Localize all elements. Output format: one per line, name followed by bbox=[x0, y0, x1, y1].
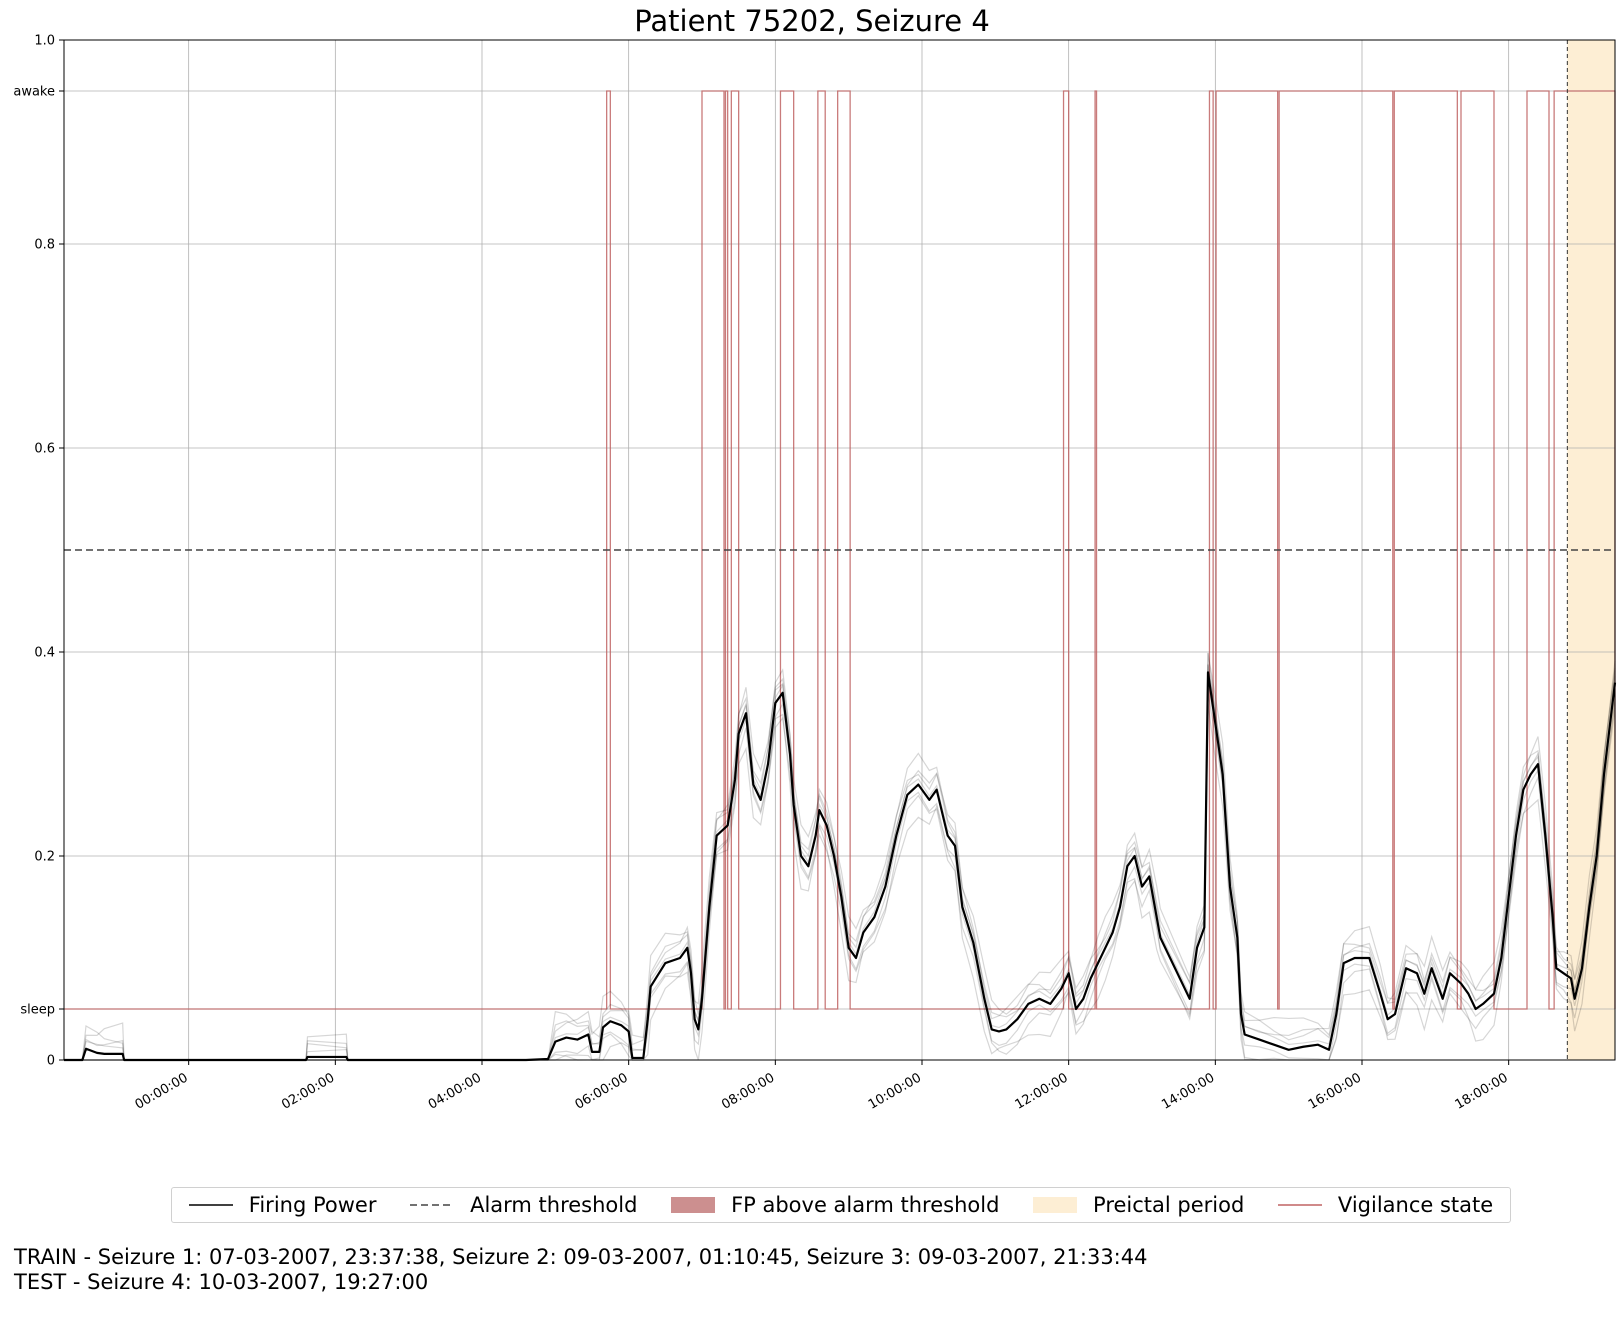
x-tick-label-4: 08:00:00 bbox=[719, 1070, 777, 1112]
x-tick-label-2: 04:00:00 bbox=[426, 1070, 484, 1112]
legend-item-alarm-threshold: Alarm threshold bbox=[410, 1193, 637, 1217]
firing-power-ensemble-3 bbox=[64, 653, 1616, 1061]
y-tick-label-7: 1.0 bbox=[34, 34, 55, 49]
legend-label-fp-above: FP above alarm threshold bbox=[731, 1193, 1000, 1217]
legend-label-alarm-threshold: Alarm threshold bbox=[470, 1193, 638, 1217]
y-tick-label-4: 0.6 bbox=[34, 442, 55, 457]
legend: Firing Power Alarm threshold FP above al… bbox=[171, 1187, 1511, 1223]
y-tick-label-0: 0 bbox=[47, 1054, 55, 1069]
vigilance-layer bbox=[64, 90, 1616, 1010]
vigilance-state-line bbox=[64, 90, 1616, 1010]
legend-item-firing-power: Firing Power bbox=[188, 1193, 377, 1217]
x-tick-label-1: 02:00:00 bbox=[279, 1070, 337, 1112]
x-tick-label-3: 06:00:00 bbox=[573, 1070, 631, 1112]
x-axis-ticks: 00:00:00 02:00:00 04:00:00 06:00:00 08:00:00… bbox=[133, 1060, 1511, 1113]
firing-power-ensemble-5 bbox=[64, 663, 1616, 1061]
chart-title: Patient 75202, Seizure 4 bbox=[634, 4, 990, 38]
footer-test: TEST - Seizure 4: 10-03-2007, 19:27:00 bbox=[14, 1270, 429, 1294]
y-tick-label-2: 0.2 bbox=[34, 850, 55, 865]
legend-swatch-firing-power bbox=[188, 1204, 233, 1206]
y-tick-label-1: sleep bbox=[20, 1003, 55, 1018]
x-tick-label-0: 00:00:00 bbox=[133, 1070, 191, 1112]
legend-label-firing-power: Firing Power bbox=[248, 1193, 377, 1217]
fp-layer bbox=[64, 671, 1617, 1062]
x-tick-label-6: 12:00:00 bbox=[1013, 1070, 1071, 1112]
firing-power-ensemble-6 bbox=[64, 652, 1616, 1061]
legend-item-vigilance: Vigilance state bbox=[1277, 1193, 1494, 1217]
x-tick-label-8: 16:00:00 bbox=[1306, 1070, 1364, 1112]
x-tick-label-9: 18:00:00 bbox=[1453, 1070, 1511, 1112]
x-tick-label-5: 10:00:00 bbox=[866, 1070, 924, 1112]
legend-item-preictal: Preictal period bbox=[1033, 1193, 1244, 1217]
legend-item-fp-above: FP above alarm threshold bbox=[671, 1193, 999, 1217]
legend-swatch-alarm-threshold bbox=[410, 1204, 455, 1206]
legend-swatch-preictal bbox=[1033, 1197, 1078, 1213]
y-axis-ticks: 0 sleep 0.2 0.4 0.6 0.8 awake 1.0 bbox=[13, 34, 64, 1069]
y-tick-label-3: 0.4 bbox=[34, 646, 55, 661]
y-tick-label-5: 0.8 bbox=[34, 238, 55, 253]
legend-label-preictal: Preictal period bbox=[1093, 1193, 1245, 1217]
plot-frame bbox=[63, 39, 1616, 1061]
legend-swatch-vigilance bbox=[1277, 1204, 1322, 1206]
y-tick-label-6: awake bbox=[13, 85, 55, 100]
firing-power-ensemble-2 bbox=[64, 664, 1616, 1061]
legend-swatch-fp-above bbox=[671, 1197, 716, 1213]
legend-label-vigilance: Vigilance state bbox=[1337, 1193, 1494, 1217]
x-tick-label-7: 14:00:00 bbox=[1159, 1070, 1217, 1112]
footer-train: TRAIN - Seizure 1: 07-03-2007, 23:37:38,… bbox=[14, 1245, 1148, 1269]
firing-power-line bbox=[64, 671, 1617, 1062]
